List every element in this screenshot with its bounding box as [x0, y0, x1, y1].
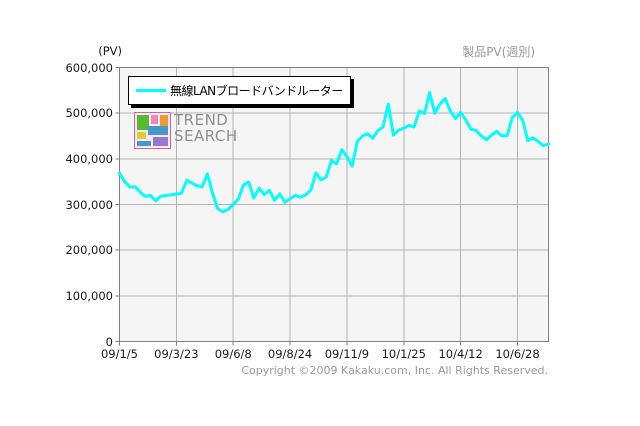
x-axis-tick-label: 09/11/9 [324, 347, 370, 361]
y-axis-tick-label: 300,000 [65, 197, 113, 212]
copyright-text: Copyright ©2009 Kakaku.com, Inc. All Rig… [241, 364, 548, 377]
x-axis-tick-label: 09/8/24 [267, 347, 313, 361]
y-axis-tick-label: 600,000 [65, 60, 113, 75]
legend-series-label: 無線LANブロードバンドルーター [170, 84, 343, 98]
trend-search-logo-text: TREND SEARCH [174, 112, 238, 144]
x-axis-tick-label: 09/3/23 [154, 347, 199, 361]
logo-text-line1: TREND [174, 111, 229, 129]
legend: 無線LANブロードバンドルーター [128, 76, 351, 105]
chart-title: 製品PV(週別) [462, 45, 535, 59]
logo-tile-pink [151, 115, 158, 124]
y-axis-tick-label: 200,000 [65, 243, 113, 258]
y-axis-unit-label: (PV) [98, 44, 122, 58]
x-axis-tick-label: 10/4/12 [438, 347, 483, 361]
logo-tile-blue [148, 126, 168, 135]
y-axis-tick-label: 0 [105, 334, 113, 349]
logo-text-line2: SEARCH [174, 127, 238, 145]
x-axis-tick-label: 09/6/8 [214, 347, 252, 361]
logo-tile-yellow [137, 132, 146, 139]
x-axis-tick-label: 09/1/5 [100, 347, 138, 361]
legend-line-swatch [136, 89, 166, 92]
x-axis-tick-label: 10/1/25 [381, 347, 426, 361]
y-axis-tick-label: 500,000 [65, 106, 113, 121]
x-axis-tick-label: 10/6/28 [495, 347, 540, 361]
logo-tile-orange [160, 115, 168, 130]
y-axis-tick-label: 100,000 [65, 288, 113, 303]
logo-tile-green [137, 115, 149, 130]
trend-search-logo-icon [134, 112, 171, 149]
logo-tile-purple [153, 137, 168, 146]
logo-tile-blue-bottom [137, 141, 151, 146]
y-axis-tick-label: 400,000 [65, 151, 113, 166]
trend-search-logo: TREND SEARCH [134, 112, 238, 149]
